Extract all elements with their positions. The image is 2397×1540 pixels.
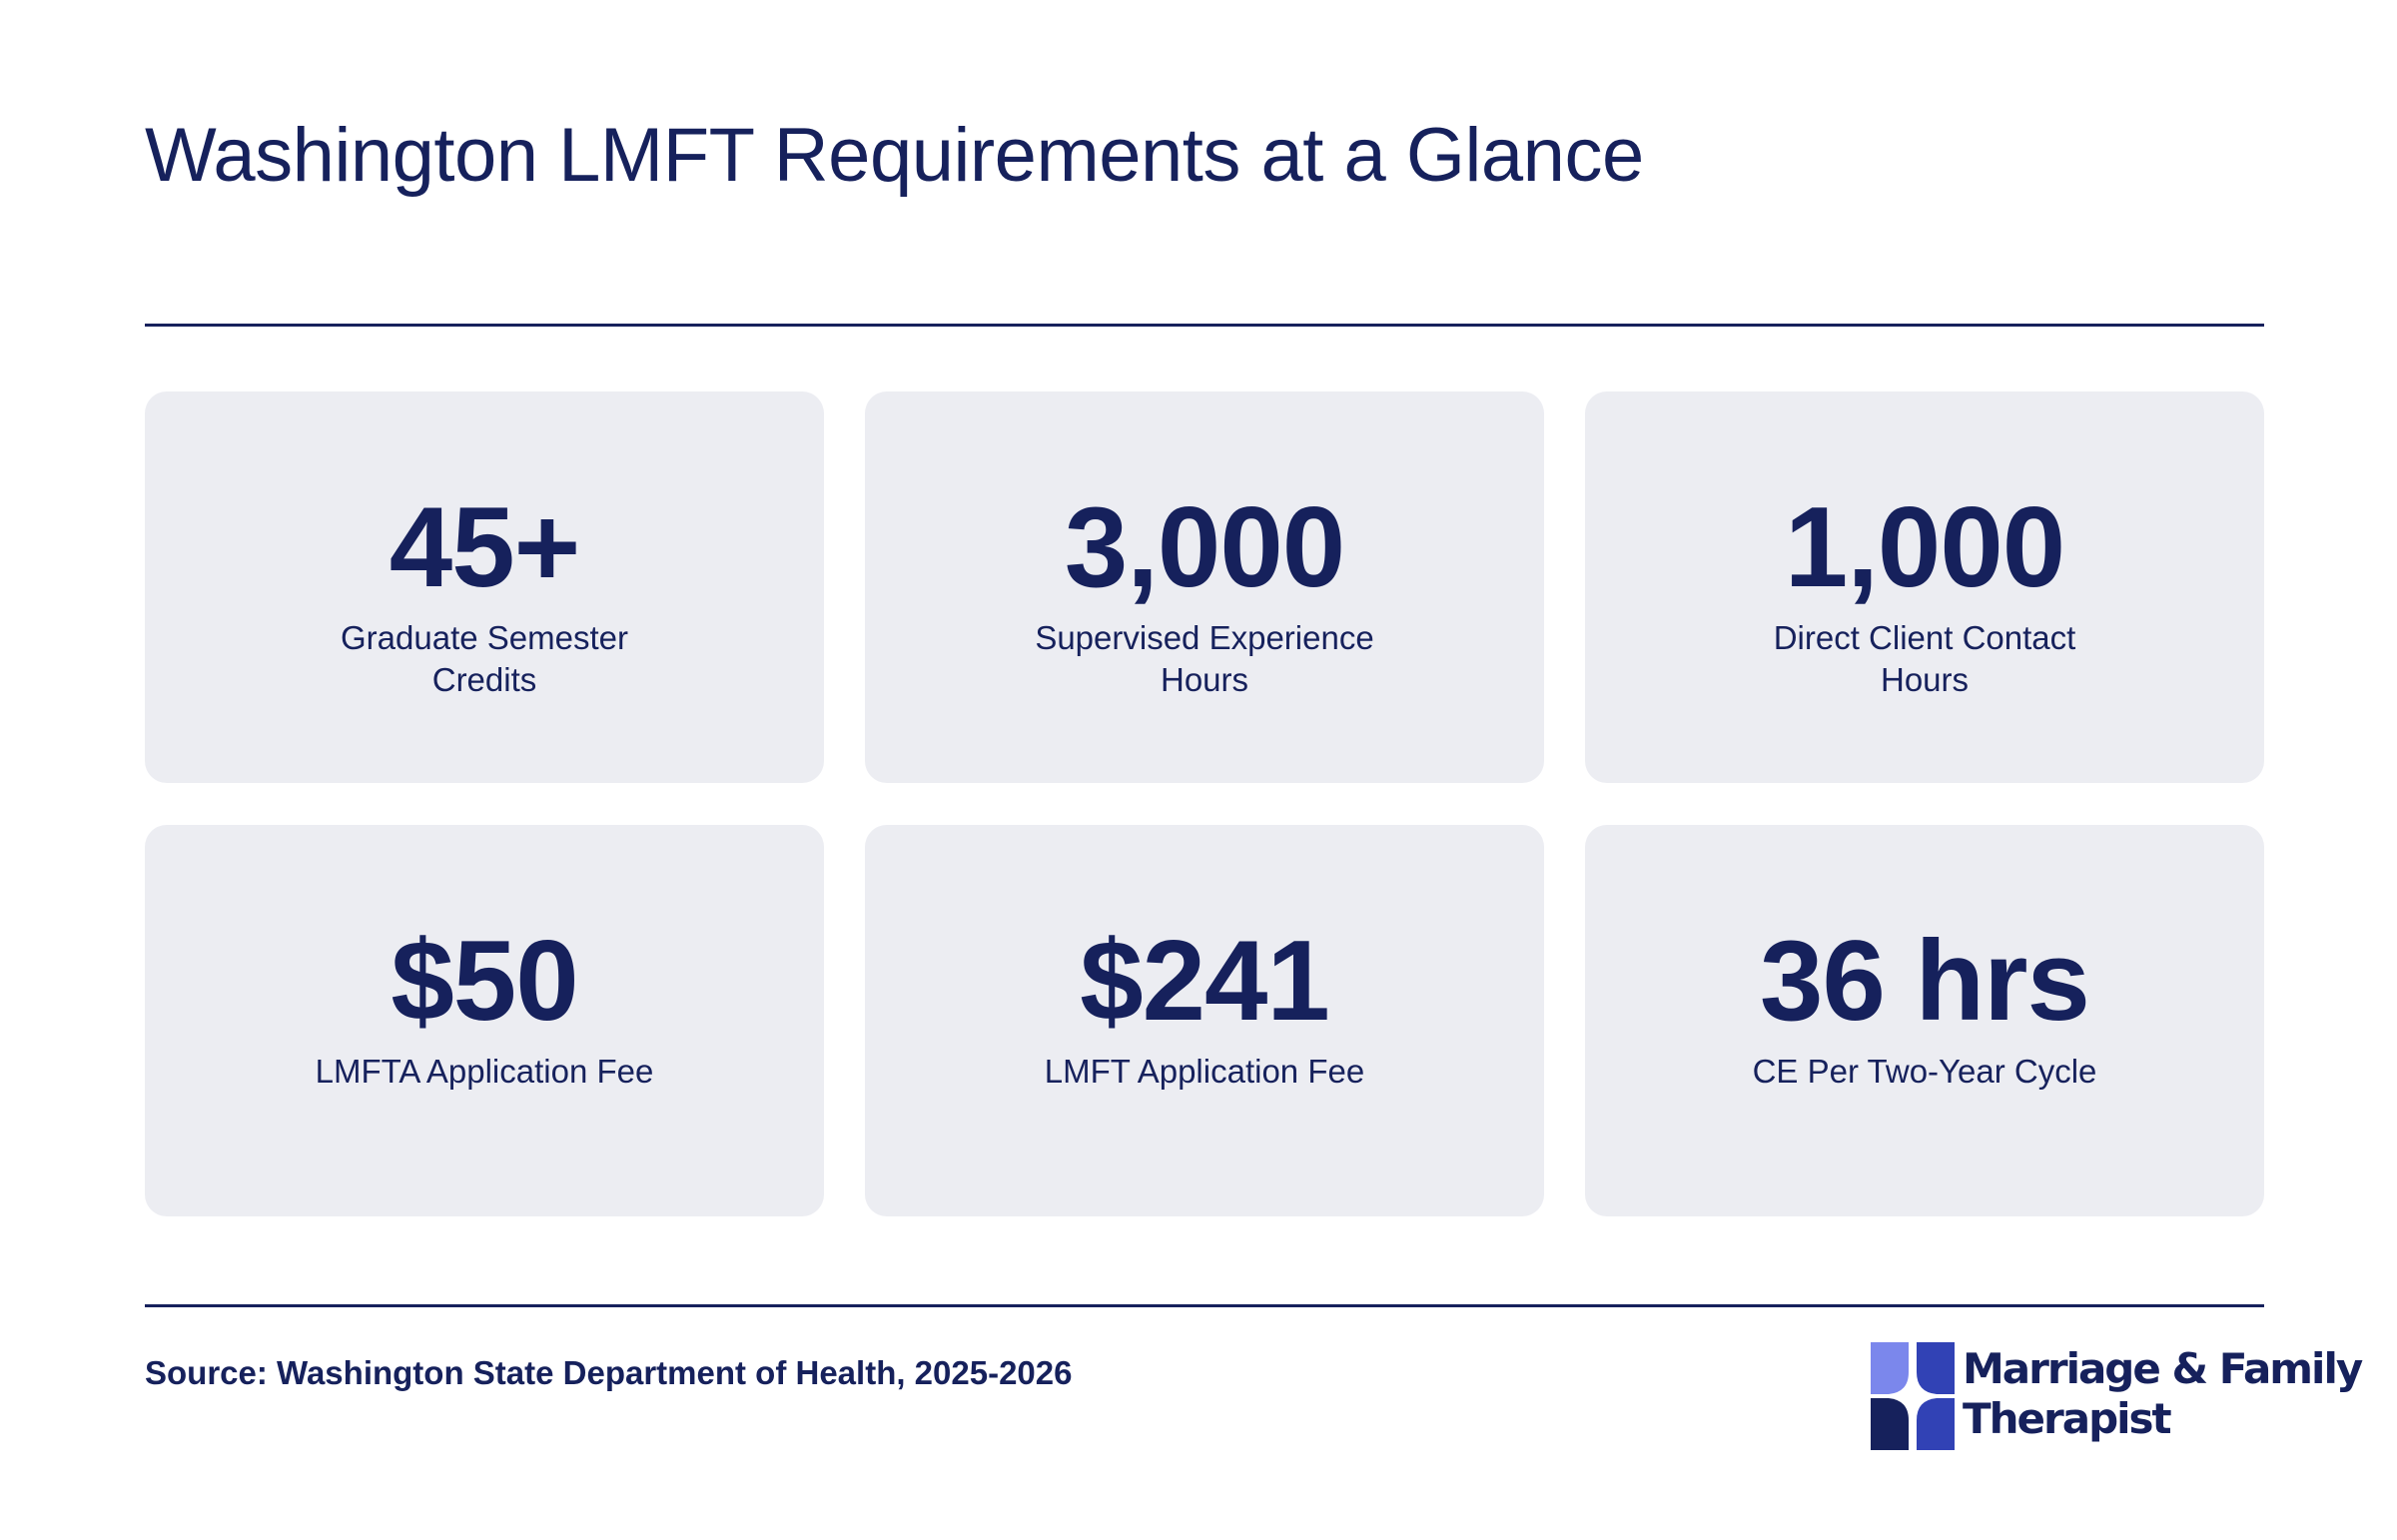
brand-logo: Marriage & Family Therapist bbox=[1871, 1342, 2363, 1452]
stats-grid: 45+ Graduate Semester Credits 3,000 Supe… bbox=[145, 391, 2264, 1216]
stat-value: 45+ bbox=[389, 484, 580, 611]
bottom-divider bbox=[145, 1304, 2264, 1307]
stat-card-ce-hours: 36 hrs CE Per Two-Year Cycle bbox=[1585, 825, 2264, 1216]
stat-card-graduate-credits: 45+ Graduate Semester Credits bbox=[145, 391, 824, 783]
stat-label: LMFT Application Fee bbox=[1044, 1053, 1365, 1090]
top-divider bbox=[145, 324, 2264, 327]
stat-label: Graduate Semester Credits bbox=[341, 619, 628, 698]
stat-value: $50 bbox=[391, 918, 578, 1045]
stat-card-lmfta-fee: $50 LMFTA Application Fee bbox=[145, 825, 824, 1216]
logo-wordmark: Marriage & Family Therapist bbox=[1963, 1344, 2363, 1444]
logo-mark-icon bbox=[1871, 1342, 1955, 1450]
stat-card-lmft-fee: $241 LMFT Application Fee bbox=[865, 825, 1544, 1216]
stat-card-client-contact-hours: 1,000 Direct Client Contact Hours bbox=[1585, 391, 2264, 783]
logo-line-1: Marriage & Family bbox=[1963, 1344, 2363, 1393]
stat-value: 1,000 bbox=[1784, 484, 2065, 611]
source-citation: Source: Washington State Department of H… bbox=[145, 1354, 1073, 1391]
stat-label: Direct Client Contact Hours bbox=[1773, 619, 2076, 698]
stat-label: LMFTA Application Fee bbox=[315, 1053, 654, 1090]
stat-label: CE Per Two-Year Cycle bbox=[1752, 1053, 2097, 1090]
stat-value: 3,000 bbox=[1064, 484, 1345, 611]
stat-label: Supervised Experience Hours bbox=[1035, 619, 1374, 698]
stat-value: 36 hrs bbox=[1760, 918, 2090, 1045]
stat-card-supervised-hours: 3,000 Supervised Experience Hours bbox=[865, 391, 1544, 783]
stat-value: $241 bbox=[1080, 918, 1330, 1045]
logo-line-2: Therapist bbox=[1963, 1394, 2172, 1443]
page-title: Washington LMFT Requirements at a Glance bbox=[145, 113, 1644, 198]
